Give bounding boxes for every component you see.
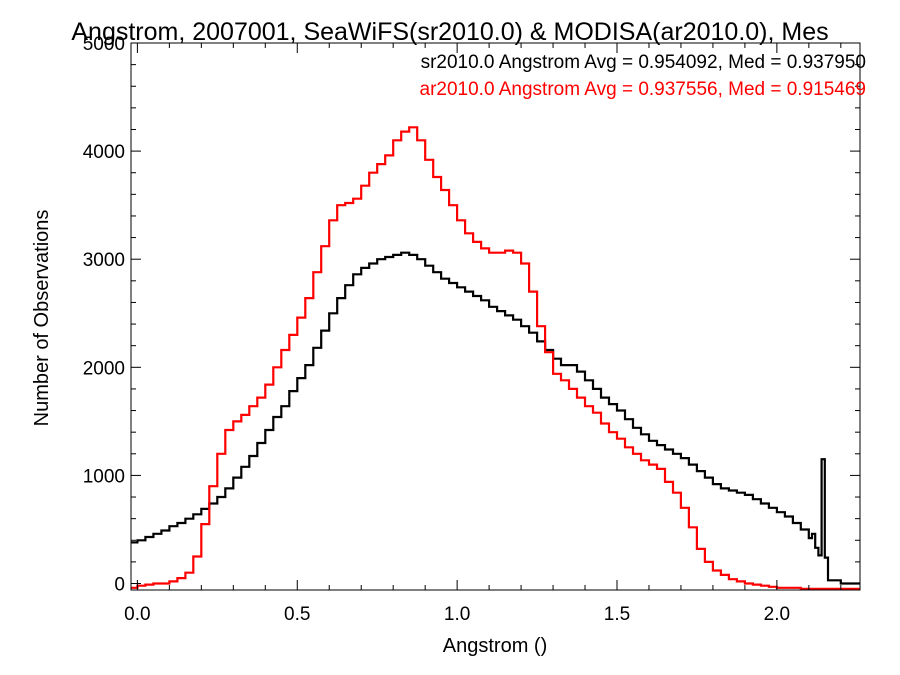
chart-title: Angstrom, 2007001, SeaWiFS(sr2010.0) & M…	[71, 18, 828, 46]
x-axis-title: Angstrom ()	[443, 635, 547, 657]
y-tick-label: 3000	[83, 250, 125, 271]
legend-ar2010: ar2010.0 Angstrom Avg = 0.937556, Med = …	[420, 79, 867, 100]
x-tick-label: 2.0	[764, 604, 790, 625]
y-tick-label: 4000	[83, 142, 125, 163]
plot-area	[131, 126, 860, 590]
x-tick-label: 0.0	[124, 604, 150, 625]
y-tick-label: 5000	[83, 34, 125, 55]
y-axis-title: Number of Observations	[31, 210, 53, 427]
plot-frame	[130, 42, 861, 591]
series-sr2010.0	[131, 251, 860, 585]
y-tick-label: 1000	[83, 466, 125, 487]
axes: 0.0 0.5 1.0 1.5 2.0 0 1000 2000 3000 4000 5000	[83, 34, 861, 625]
legend-sr2010: sr2010.0 Angstrom Avg = 0.954092, Med = …	[421, 52, 866, 73]
x-tick-label: 0.5	[284, 604, 310, 625]
x-tick-label: 1.0	[444, 604, 470, 625]
y-tick-label: 2000	[83, 358, 125, 379]
x-tick-label: 1.5	[604, 604, 630, 625]
series-ar2010.0	[131, 126, 860, 590]
y-tick-label: 0	[114, 575, 125, 596]
